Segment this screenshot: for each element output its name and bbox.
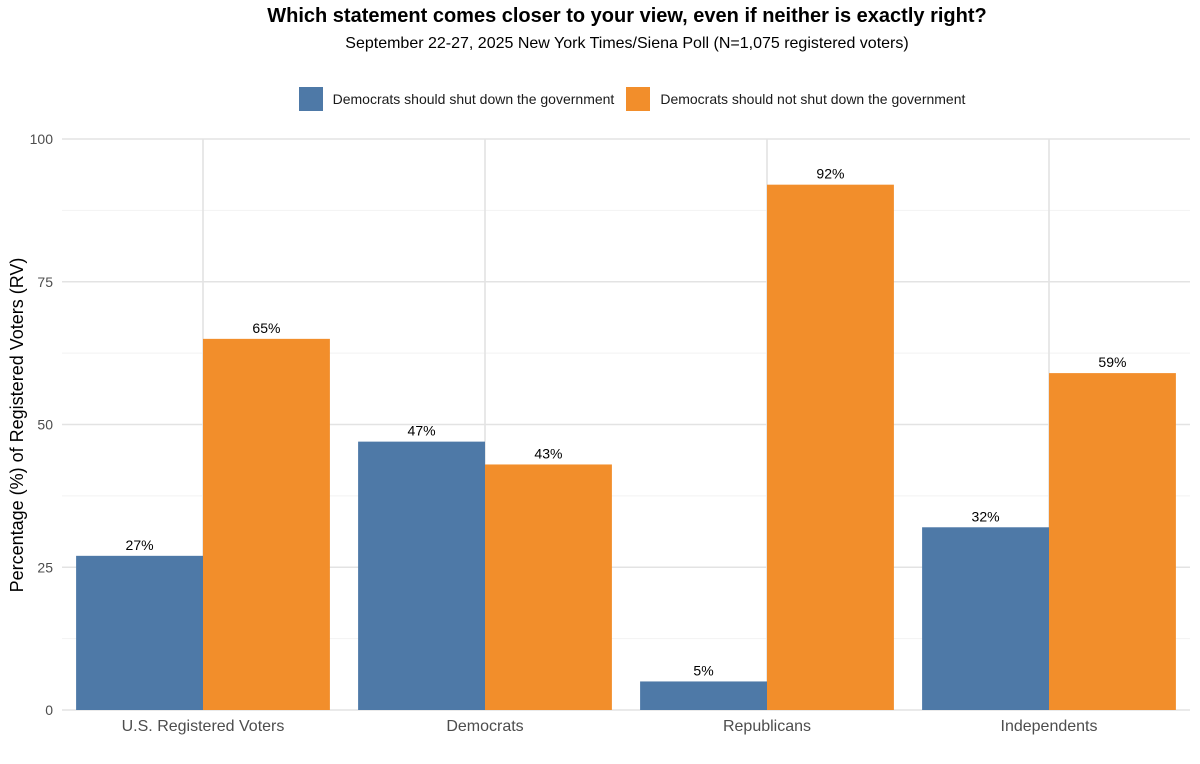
chart-title: Which statement comes closer to your vie…	[267, 5, 987, 27]
data-label: 65%	[252, 320, 280, 336]
x-tick-label: Democrats	[446, 718, 523, 735]
data-label: 27%	[126, 537, 154, 553]
bar-shut-down	[640, 681, 767, 710]
y-tick-label: 0	[45, 702, 53, 718]
data-label: 5%	[693, 662, 713, 678]
data-label: 59%	[1098, 354, 1126, 370]
legend-label-shut-down: Democrats should shut down the governmen…	[332, 91, 615, 107]
legend: Democrats should shut down the governmen…	[0, 87, 1200, 111]
y-tick-label: 100	[30, 131, 54, 147]
y-tick-label: 50	[37, 417, 53, 433]
data-label: 47%	[408, 423, 436, 439]
axes: 0 25 50 75 100 U.S. Registered Voters Democrat…	[30, 131, 1098, 735]
legend-label-not-shut-down: Democrats should not shut down the gover…	[660, 91, 966, 107]
chart-subtitle: September 22-27, 2025 New York Times/Sie…	[345, 35, 909, 52]
legend-item-not-shut-down: Democrats should not shut down the gover…	[626, 87, 965, 111]
bar-not-shut-down	[485, 464, 612, 710]
y-tick-label: 25	[37, 559, 53, 575]
y-axis-title: Percentage (%) of Registered Voters (RV)	[7, 258, 27, 593]
legend-item-shut-down: Democrats should shut down the governmen…	[298, 87, 615, 111]
bar-not-shut-down	[767, 184, 894, 710]
legend-swatch-not-shut-down	[626, 87, 651, 111]
bars	[76, 184, 1176, 710]
legend-swatch-shut-down	[298, 87, 323, 111]
data-label: 43%	[534, 445, 562, 461]
bar-shut-down	[922, 527, 1049, 710]
x-tick-label: U.S. Registered Voters	[122, 718, 285, 735]
y-tick-label: 75	[37, 274, 53, 290]
data-label: 92%	[816, 166, 844, 182]
bar-shut-down	[76, 555, 203, 710]
bar-not-shut-down	[1049, 373, 1176, 710]
x-tick-label: Independents	[1001, 718, 1098, 735]
x-tick-label: Republicans	[723, 718, 811, 735]
data-labels: 27% 65% 47% 43% 5% 92% 32% 59%	[126, 166, 1127, 679]
data-label: 32%	[972, 508, 1000, 524]
bar-not-shut-down	[203, 338, 330, 710]
bar-shut-down	[358, 441, 485, 710]
